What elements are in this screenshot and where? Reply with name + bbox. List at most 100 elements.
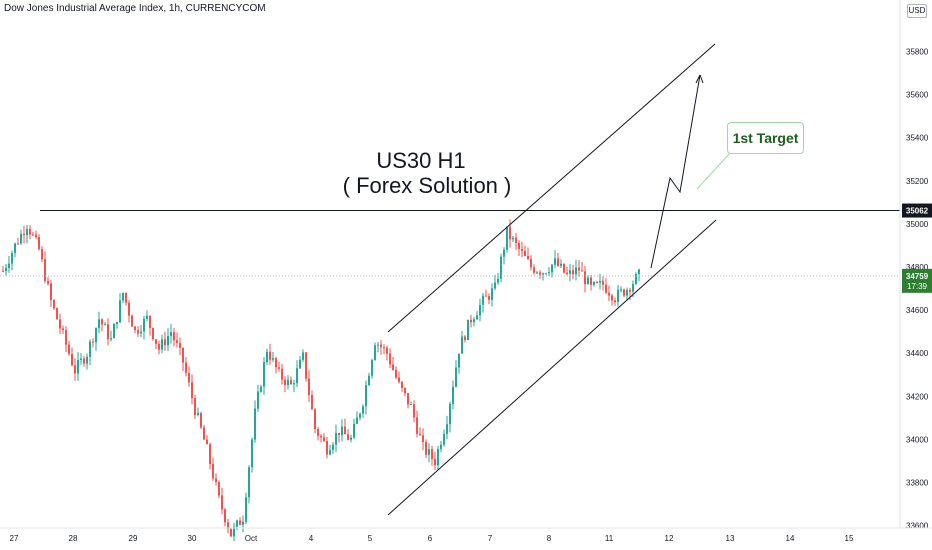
candle-body	[11, 252, 13, 264]
candle-body	[89, 341, 91, 357]
x-tick-label: Oct	[245, 534, 258, 543]
candle-body	[251, 439, 253, 468]
candle-body	[545, 273, 547, 275]
candle-body	[431, 449, 433, 459]
candle-body	[83, 358, 85, 364]
candle-body	[464, 336, 466, 341]
candle-body	[86, 356, 88, 364]
last-price-badge	[902, 268, 932, 293]
candle-body	[104, 324, 106, 326]
candle-body	[446, 424, 448, 434]
candle-body	[122, 292, 124, 301]
candle-body	[212, 464, 214, 479]
candle-body	[242, 521, 244, 525]
first-target-label[interactable]: 1st Target	[727, 122, 804, 154]
candle-body	[614, 300, 616, 303]
candle-body	[266, 351, 268, 363]
candle-body	[32, 234, 34, 236]
y-tick-label: 34600	[906, 306, 929, 315]
symbol-header: Dow Jones Industrial Average Index, 1h, …	[4, 3, 266, 14]
candle-body	[5, 267, 7, 272]
candle-body	[317, 429, 319, 436]
x-tick-label: 5	[368, 534, 373, 543]
candle-body	[551, 264, 553, 273]
candle-body	[167, 335, 169, 346]
candle-body	[632, 283, 634, 292]
arrow-head-icon	[695, 74, 704, 84]
candle-body	[533, 267, 535, 273]
candle-body	[134, 326, 136, 331]
channel-lower-line	[387, 219, 717, 516]
y-tick-label: 35800	[906, 48, 929, 57]
candle-body	[296, 368, 298, 384]
candle-body	[497, 278, 499, 283]
candle-body	[92, 341, 94, 343]
candle-body	[155, 339, 157, 344]
candle-body	[62, 328, 64, 331]
candle-body	[338, 432, 340, 436]
candle-body	[539, 272, 541, 275]
x-tick-label: 29	[129, 534, 138, 543]
candle-body	[521, 248, 523, 251]
candle-body	[50, 283, 52, 301]
candle-body	[107, 324, 109, 340]
candle-body	[314, 409, 316, 430]
candle-body	[575, 267, 577, 275]
candle-body	[227, 522, 229, 529]
candle-body	[188, 372, 190, 383]
candle-body	[629, 289, 631, 292]
candle-body	[542, 273, 544, 275]
candle-body	[323, 437, 325, 442]
candle-body	[386, 347, 388, 354]
candle-body	[365, 385, 367, 407]
candle-body	[281, 368, 283, 380]
candle-body	[512, 237, 514, 240]
candle-body	[476, 315, 478, 320]
candle-body	[59, 319, 61, 329]
x-tick-label: 11	[605, 534, 614, 543]
candle-body	[77, 360, 79, 374]
candle-body	[98, 319, 100, 329]
candle-body	[119, 300, 121, 322]
resistance-price-badge	[902, 203, 932, 218]
candle-body	[458, 353, 460, 368]
candle-body	[290, 379, 292, 385]
candle-body	[182, 347, 184, 363]
candle-body	[206, 439, 208, 445]
candle-body	[221, 495, 223, 510]
candle-body	[194, 398, 196, 416]
candle-body	[461, 336, 463, 354]
channel-upper-line	[387, 43, 716, 333]
candle-body	[143, 318, 145, 332]
currency-badge[interactable]: USD	[907, 4, 927, 18]
resistance-price-label: 35062	[906, 207, 929, 216]
candle-body	[410, 404, 412, 406]
candle-body	[371, 359, 373, 376]
candle-body	[158, 343, 160, 350]
candle-body	[68, 344, 70, 354]
candle-body	[380, 344, 382, 348]
candle-body	[389, 353, 391, 365]
candle-body	[467, 319, 469, 341]
candle-body	[2, 270, 4, 272]
x-tick-label: 27	[10, 534, 19, 543]
candle-body	[65, 330, 67, 345]
candle-body	[623, 289, 625, 296]
x-tick-label: 6	[428, 534, 433, 543]
candle-body	[17, 243, 19, 245]
projection-path	[650, 74, 701, 269]
candle-body	[500, 256, 502, 279]
candle-body	[593, 282, 595, 285]
candle-body	[611, 295, 613, 301]
target-leader-line	[696, 151, 732, 190]
candle-body	[392, 364, 394, 370]
candle-body	[53, 300, 55, 309]
candle-body	[602, 280, 604, 285]
candle-body	[608, 292, 610, 296]
candle-body	[269, 351, 271, 360]
candle-body	[128, 302, 130, 316]
candle-body	[404, 387, 406, 393]
candle-body	[443, 433, 445, 445]
candle-body	[515, 237, 517, 243]
